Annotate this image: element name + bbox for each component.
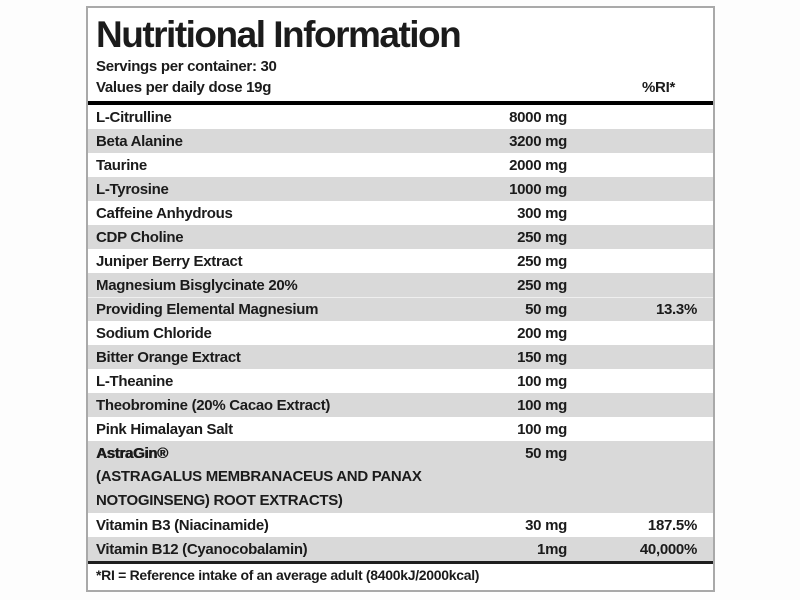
ingredient-ri: 187.5% xyxy=(647,516,697,534)
ingredient-row: AstraGin® 50 mg xyxy=(88,441,713,465)
ingredient-amount: 250 mg xyxy=(517,276,567,294)
servings-per-container: Servings per container: 30 xyxy=(96,58,277,75)
ingredient-table: L-Citrulline 8000 mg Beta Alanine 3200 m… xyxy=(88,105,713,561)
ingredient-row: Pink Himalayan Salt 100 mg xyxy=(88,417,713,441)
header-divider xyxy=(88,101,713,105)
ingredient-row: Taurine 2000 mg xyxy=(88,153,713,177)
ingredient-name: L-Citrulline xyxy=(96,108,172,126)
ingredient-name: Vitamin B3 (Niacinamide) xyxy=(96,516,269,534)
ingredient-name: L-Theanine xyxy=(96,372,174,390)
ri-column-header: %RI* xyxy=(642,79,675,96)
ingredient-subline: NOTOGINSENG) ROOT EXTRACTS) xyxy=(88,489,713,513)
ingredient-name: CDP Choline xyxy=(96,228,184,246)
ingredient-name: Caffeine Anhydrous xyxy=(96,204,233,222)
ingredient-name: Vitamin B12 (Cyanocobalamin) xyxy=(96,540,308,558)
ri-footnote: *RI = Reference intake of an average adu… xyxy=(96,567,480,583)
ingredient-row: Bitter Orange Extract 150 mg xyxy=(88,345,713,369)
ingredient-row: Magnesium Bisglycinate 20% 250 mg xyxy=(88,273,713,297)
ingredient-name: Beta Alanine xyxy=(96,132,183,150)
ingredient-row: Vitamin B12 (Cyanocobalamin) 1mg 40,000% xyxy=(88,537,713,561)
ingredient-amount: 1000 mg xyxy=(509,180,567,198)
ingredient-amount: 50 mg xyxy=(525,300,567,318)
ingredient-amount: 250 mg xyxy=(517,252,567,270)
ingredient-name: Providing Elemental Magnesium xyxy=(96,300,319,318)
ingredient-row: L-Theanine 100 mg xyxy=(88,369,713,393)
ingredient-row: Providing Elemental Magnesium 50 mg 13.3… xyxy=(88,297,713,321)
ingredient-amount: 100 mg xyxy=(517,372,567,390)
ingredient-row: Sodium Chloride 200 mg xyxy=(88,321,713,345)
ingredient-row: Caffeine Anhydrous 300 mg xyxy=(88,201,713,225)
ingredient-name: Juniper Berry Extract xyxy=(96,252,243,270)
daily-dose-text: Values per daily dose 19g xyxy=(96,79,272,96)
ingredient-row: L-Tyrosine 1000 mg xyxy=(88,177,713,201)
ingredient-row: Juniper Berry Extract 250 mg xyxy=(88,249,713,273)
ingredient-amount: 250 mg xyxy=(517,228,567,246)
ingredient-name: Bitter Orange Extract xyxy=(96,348,241,366)
ingredient-amount: 8000 mg xyxy=(509,108,567,126)
ingredient-subline: (ASTRAGALUS MEMBRANACEUS AND PANAX xyxy=(88,465,713,489)
ingredient-amount: 2000 mg xyxy=(509,156,567,174)
ingredient-name: AstraGin® xyxy=(96,444,168,462)
ingredient-amount: 50 mg xyxy=(525,444,567,462)
ingredient-name: Sodium Chloride xyxy=(96,324,212,342)
ingredient-amount: 100 mg xyxy=(517,420,567,438)
ingredient-row: Theobromine (20% Cacao Extract) 100 mg xyxy=(88,393,713,417)
nutrition-label: Nutritional Information Servings per con… xyxy=(86,6,715,592)
ingredient-name: Taurine xyxy=(96,156,147,174)
ingredient-amount: 100 mg xyxy=(517,396,567,414)
ingredient-amount: 30 mg xyxy=(525,516,567,534)
ingredient-row: Vitamin B3 (Niacinamide) 30 mg 187.5% xyxy=(88,513,713,537)
ingredient-name: Theobromine (20% Cacao Extract) xyxy=(96,396,331,414)
ingredient-amount: 150 mg xyxy=(517,348,567,366)
ingredient-name: L-Tyrosine xyxy=(96,180,169,198)
footer-divider xyxy=(88,561,713,564)
ingredient-row: CDP Choline 250 mg xyxy=(88,225,713,249)
ingredient-amount: 200 mg xyxy=(517,324,567,342)
ingredient-amount: 1mg xyxy=(537,540,567,558)
ingredient-name: Pink Himalayan Salt xyxy=(96,420,233,438)
ingredient-row: Beta Alanine 3200 mg xyxy=(88,129,713,153)
label-header: Nutritional Information Servings per con… xyxy=(88,8,713,98)
ingredient-row: L-Citrulline 8000 mg xyxy=(88,105,713,129)
ingredient-ri: 40,000% xyxy=(639,540,697,558)
ingredient-amount: 300 mg xyxy=(517,204,567,222)
ingredient-ri: 13.3% xyxy=(655,300,697,318)
ingredient-amount: 3200 mg xyxy=(509,132,567,150)
daily-dose-line: Values per daily dose 19g %RI* xyxy=(96,77,699,98)
label-title: Nutritional Information xyxy=(96,14,462,55)
ingredient-name: Magnesium Bisglycinate 20% xyxy=(96,276,298,294)
